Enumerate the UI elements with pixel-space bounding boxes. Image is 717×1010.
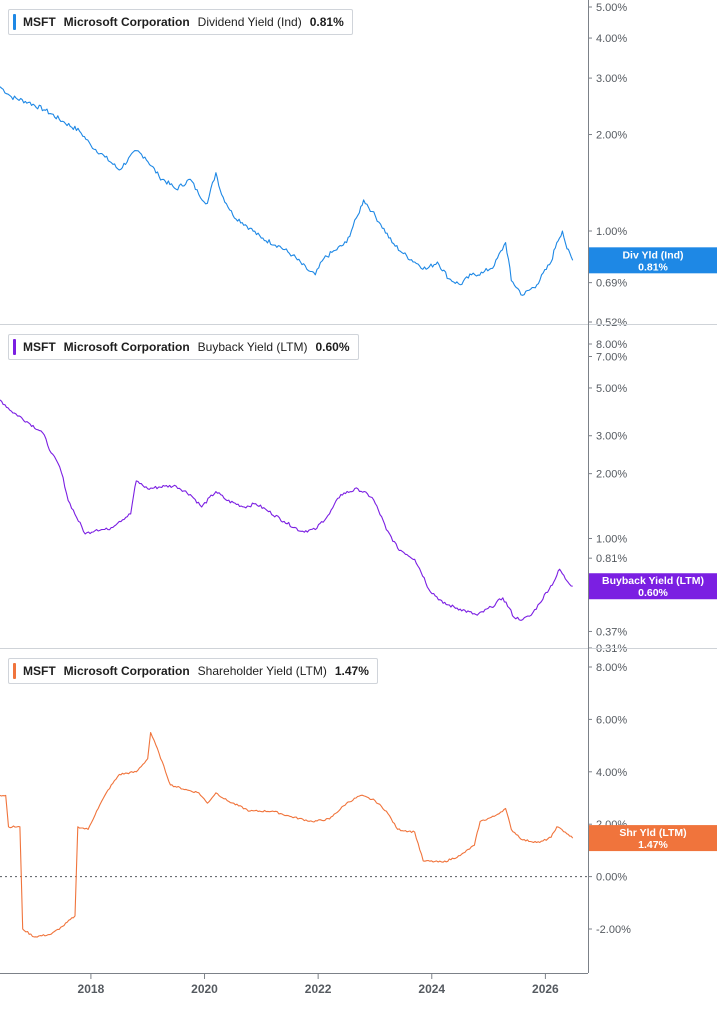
x-tick-label: 2018 [78,982,105,996]
dividend-yield-series-line [0,86,574,296]
buyback-yield-value-tag-value: 0.60% [638,587,668,599]
buyback-yield-legend[interactable]: MSFT Microsoft Corporation Buyback Yield… [8,334,359,360]
shareholder-yield-ytick-label: 0.00% [596,872,627,884]
x-tick-label: 2020 [191,982,218,996]
dividend-yield-ytick-label: 0.69% [596,278,627,290]
shareholder-yield-ytick-label: 4.00% [596,767,627,779]
buyback-yield-ytick-label: 0.81% [596,553,627,565]
dividend-yield-legend[interactable]: MSFT Microsoft Corporation Dividend Yiel… [8,9,353,35]
shareholder-yield-series-line [0,731,574,938]
dividend-yield-value-tag [589,247,717,274]
buyback-yield-value-tag-label: Buyback Yield (LTM) [602,575,704,587]
buyback-yield-ytick-label: 7.00% [596,351,627,363]
shareholder-yield-ytick-label: -2.00% [596,924,631,936]
buyback-yield-ytick-label: 0.37% [596,626,627,638]
legend-company: Microsoft Corporation [63,340,190,354]
dividend-yield-ytick-label: 4.00% [596,33,627,45]
shareholder-yield-legend[interactable]: MSFT Microsoft Corporation Shareholder Y… [8,658,378,684]
legend-ticker: MSFT [23,340,56,354]
buyback-yield-ytick-label: 5.00% [596,383,627,395]
shareholder-yield-legend-swatch [13,663,16,679]
buyback-yield-legend-swatch [13,339,16,355]
dividend-yield-value-tag-value: 0.81% [638,261,668,273]
legend-value: 1.47% [334,664,369,678]
shareholder-yield-ytick-label: 6.00% [596,714,627,726]
buyback-yield-ytick-label: 2.00% [596,469,627,481]
dividend-yield-ytick-label: 2.00% [596,130,627,142]
dividend-yield-value-tag-label: Div Yld (Ind) [622,249,683,261]
x-tick-label: 2022 [305,982,332,996]
shareholder-yield-value-tag-value: 1.47% [638,839,668,851]
legend-company: Microsoft Corporation [63,15,190,29]
legend-ticker: MSFT [23,15,56,29]
legend-value: 0.60% [315,340,350,354]
shareholder-yield-value-tag-label: Shr Yld (LTM) [619,827,686,839]
legend-value: 0.81% [309,15,344,29]
shareholder-yield-value-tag [589,825,717,852]
legend-metric: Shareholder Yield (LTM) [197,664,327,678]
legend-metric: Buyback Yield (LTM) [197,340,308,354]
dividend-yield-legend-swatch [13,14,16,30]
dividend-yield-ytick-label: 1.00% [596,226,627,238]
dividend-yield-ytick-label: 0.52% [596,317,627,329]
legend-company: Microsoft Corporation [63,664,190,678]
buyback-yield-ytick-label: 3.00% [596,431,627,443]
buyback-yield-ytick-label: 8.00% [596,339,627,351]
buyback-yield-series-line [0,399,573,621]
x-tick-label: 2024 [418,982,445,996]
dividend-yield-ytick-label: 3.00% [596,73,627,85]
shareholder-yield-ytick-label: 8.00% [596,662,627,674]
buyback-yield-value-tag [589,573,717,600]
x-tick-label: 2026 [532,982,559,996]
dividend-yield-ytick-label: 5.00% [596,2,627,14]
legend-metric: Dividend Yield (Ind) [197,15,302,29]
buyback-yield-ytick-label: 1.00% [596,533,627,545]
legend-ticker: MSFT [23,664,56,678]
